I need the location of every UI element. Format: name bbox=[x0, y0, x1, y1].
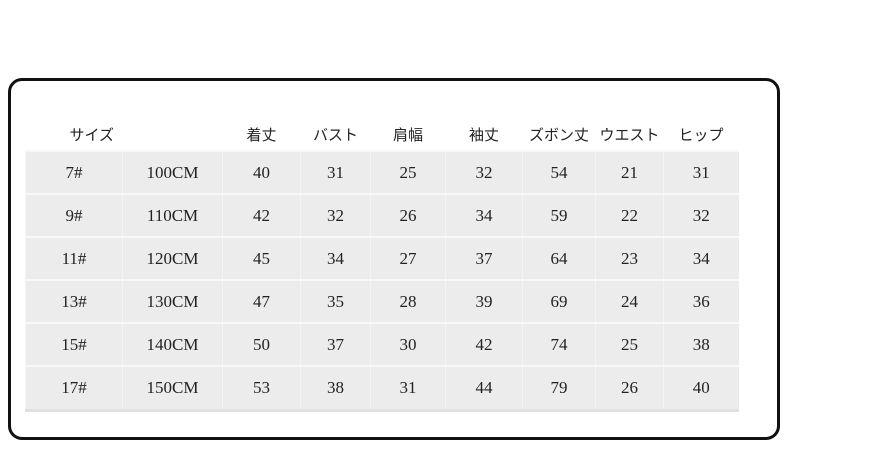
table-cell: 9# bbox=[25, 193, 123, 237]
table-cell: 23 bbox=[595, 236, 664, 280]
table-cell: 40 bbox=[222, 150, 301, 194]
table-cell: 100CM bbox=[122, 150, 223, 194]
table-cell: 26 bbox=[595, 365, 664, 412]
header-cell: 袖丈 bbox=[445, 119, 523, 151]
header-cell: ヒップ bbox=[663, 119, 739, 151]
size-table: サイズ 着丈 バスト 肩幅 袖丈 ズボン丈 ウエスト ヒップ 7# 100CM 40 31 25 32 5… bbox=[25, 119, 739, 412]
frame bbox=[8, 78, 780, 440]
table-row: 11# 120CM 45 34 27 37 64 23 34 bbox=[25, 236, 739, 280]
table-cell: 64 bbox=[522, 236, 596, 280]
header-cell: ウエスト bbox=[595, 119, 664, 151]
table-cell: 69 bbox=[522, 279, 596, 323]
table-cell: 21 bbox=[595, 150, 664, 194]
table-cell: 38 bbox=[300, 365, 371, 412]
table-cell: 34 bbox=[300, 236, 371, 280]
table-cell: 15# bbox=[25, 322, 123, 366]
table-cell: 39 bbox=[445, 279, 523, 323]
table-cell: 32 bbox=[663, 193, 739, 237]
table-cell: 25 bbox=[370, 150, 446, 194]
table-cell: 31 bbox=[370, 365, 446, 412]
table-cell: 150CM bbox=[122, 365, 223, 412]
table-cell: 42 bbox=[445, 322, 523, 366]
table-cell: 32 bbox=[300, 193, 371, 237]
table-cell: 17# bbox=[25, 365, 123, 412]
table-cell: 27 bbox=[370, 236, 446, 280]
header-cell: ズボン丈 bbox=[522, 119, 596, 151]
table-cell: 26 bbox=[370, 193, 446, 237]
table-cell: 37 bbox=[300, 322, 371, 366]
table-cell: 50 bbox=[222, 322, 301, 366]
header-cell: 肩幅 bbox=[370, 119, 446, 151]
table-row: 7# 100CM 40 31 25 32 54 21 31 bbox=[25, 150, 739, 194]
table-cell: 37 bbox=[445, 236, 523, 280]
table-cell: 45 bbox=[222, 236, 301, 280]
table-cell: 120CM bbox=[122, 236, 223, 280]
table-cell: 11# bbox=[25, 236, 123, 280]
table-cell: 44 bbox=[445, 365, 523, 412]
table-cell: 59 bbox=[522, 193, 596, 237]
table-body: 7# 100CM 40 31 25 32 54 21 31 9# 110CM 42 32 26 34 59 22… bbox=[25, 150, 739, 412]
table-cell: 24 bbox=[595, 279, 664, 323]
table-cell: 31 bbox=[663, 150, 739, 194]
table-cell: 32 bbox=[445, 150, 523, 194]
header-cell: バスト bbox=[300, 119, 371, 151]
table-cell: 42 bbox=[222, 193, 301, 237]
table-cell: 36 bbox=[663, 279, 739, 323]
table-cell: 31 bbox=[300, 150, 371, 194]
header-cell: サイズ bbox=[25, 119, 223, 151]
header-cell: 着丈 bbox=[222, 119, 301, 151]
table-cell: 79 bbox=[522, 365, 596, 412]
table-row: 9# 110CM 42 32 26 34 59 22 32 bbox=[25, 193, 739, 237]
table-cell: 22 bbox=[595, 193, 664, 237]
table-cell: 74 bbox=[522, 322, 596, 366]
table-cell: 53 bbox=[222, 365, 301, 412]
header-row: サイズ 着丈 バスト 肩幅 袖丈 ズボン丈 ウエスト ヒップ bbox=[25, 119, 739, 151]
table-cell: 54 bbox=[522, 150, 596, 194]
table-row: 17# 150CM 53 38 31 44 79 26 40 bbox=[25, 365, 739, 412]
table-cell: 30 bbox=[370, 322, 446, 366]
table-cell: 47 bbox=[222, 279, 301, 323]
table-cell: 35 bbox=[300, 279, 371, 323]
table-cell: 28 bbox=[370, 279, 446, 323]
table-row: 15# 140CM 50 37 30 42 74 25 38 bbox=[25, 322, 739, 366]
table-cell: 140CM bbox=[122, 322, 223, 366]
table-cell: 110CM bbox=[122, 193, 223, 237]
table-cell: 34 bbox=[445, 193, 523, 237]
table-cell: 13# bbox=[25, 279, 123, 323]
table-row: 13# 130CM 47 35 28 39 69 24 36 bbox=[25, 279, 739, 323]
table-cell: 38 bbox=[663, 322, 739, 366]
table-cell: 34 bbox=[663, 236, 739, 280]
table-cell: 40 bbox=[663, 365, 739, 412]
table-cell: 25 bbox=[595, 322, 664, 366]
table-cell: 130CM bbox=[122, 279, 223, 323]
table-cell: 7# bbox=[25, 150, 123, 194]
